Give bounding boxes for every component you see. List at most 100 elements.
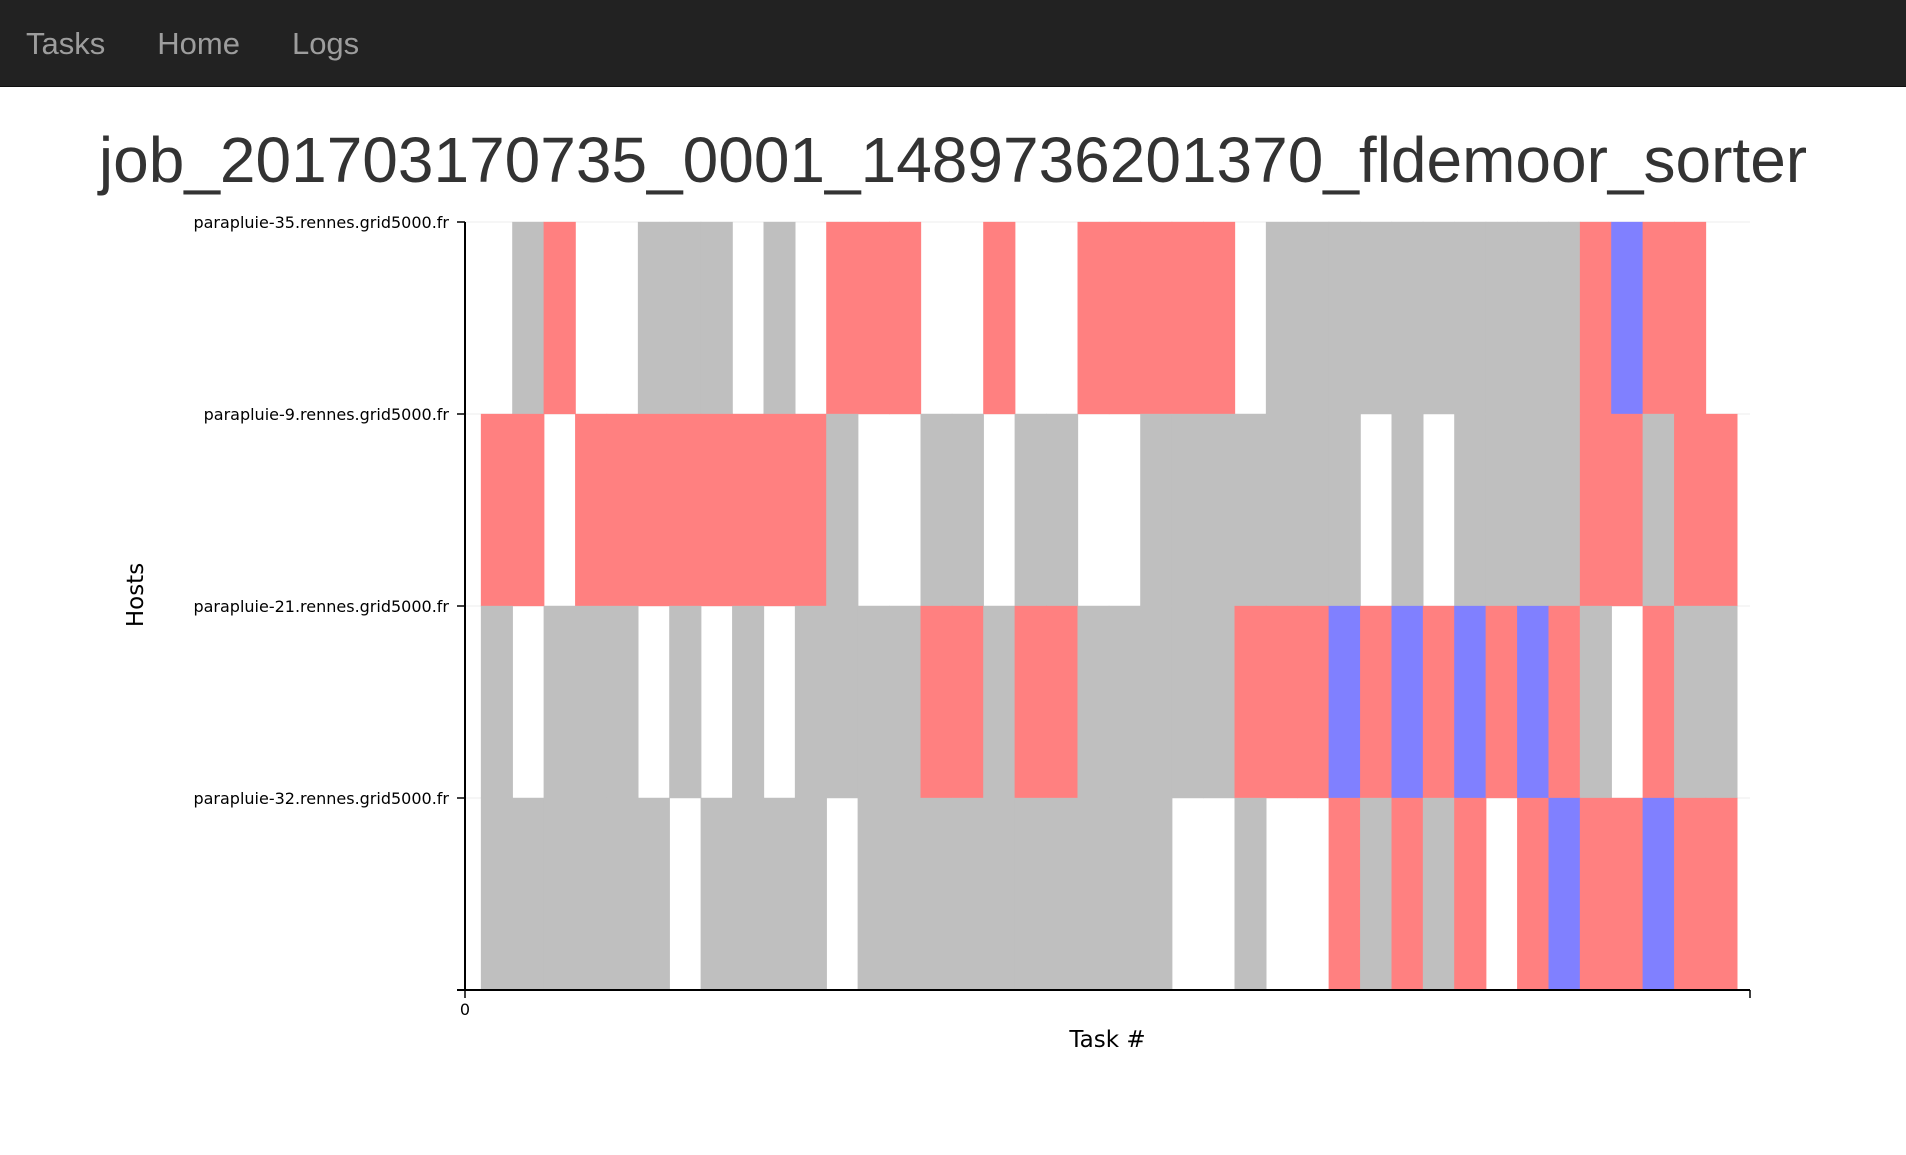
task-cell-gray xyxy=(1171,605,1204,799)
task-cell-gray xyxy=(1077,797,1110,991)
top-navbar: Tasks Home Logs xyxy=(0,0,1906,87)
task-cell-gray xyxy=(1360,221,1393,415)
task-cell-blue xyxy=(1328,605,1361,799)
nav-item-tasks[interactable]: Tasks xyxy=(26,26,106,61)
task-cell-gray xyxy=(857,605,890,799)
y-tick-label: parapluie-21.rennes.grid5000.fr xyxy=(193,597,449,616)
task-cell-gray xyxy=(512,797,545,991)
task-cell-red xyxy=(1548,605,1581,799)
task-cell-gray xyxy=(1674,605,1707,799)
task-cell-gray xyxy=(637,221,670,415)
task-cell-gray xyxy=(1391,221,1424,415)
task-cell-red xyxy=(1485,605,1518,799)
task-cell-gray xyxy=(480,605,513,799)
task-cell-blue xyxy=(1517,605,1550,799)
task-cell-red xyxy=(1579,413,1612,607)
task-cell-gray xyxy=(1360,797,1393,991)
task-cell-gray xyxy=(920,413,953,607)
task-cell-gray xyxy=(1422,797,1455,991)
task-cell-gray xyxy=(1171,413,1204,607)
task-cell-blue xyxy=(1391,605,1424,799)
task-cell-red xyxy=(794,413,827,607)
task-cell-gray xyxy=(1014,413,1047,607)
task-cell-gray xyxy=(1265,221,1298,415)
task-cell-gray xyxy=(1234,413,1267,607)
task-cell-gray xyxy=(732,605,765,799)
task-cell-gray xyxy=(983,605,1016,799)
x-axis-title: Task # xyxy=(1068,1027,1145,1053)
task-cell-red xyxy=(1454,797,1487,991)
task-cell-gray xyxy=(1234,797,1267,991)
task-cell-gray xyxy=(637,797,670,991)
task-cell-red xyxy=(1642,605,1675,799)
task-cell-gray xyxy=(889,605,922,799)
task-cell-gray xyxy=(1517,221,1550,415)
task-cell-blue xyxy=(1548,797,1581,991)
task-cell-red xyxy=(1108,221,1141,415)
task-cell-gray xyxy=(1548,221,1581,415)
task-cell-red xyxy=(1297,605,1330,799)
task-cell-red xyxy=(1234,605,1267,799)
x-tick-label: 0 xyxy=(460,1000,470,1019)
task-cell-red xyxy=(1140,221,1173,415)
task-cell-red xyxy=(1171,221,1204,415)
task-cell-gray xyxy=(1485,221,1518,415)
task-cell-gray xyxy=(700,797,733,991)
task-cell-gray xyxy=(1642,413,1675,607)
task-cell-blue xyxy=(1611,221,1644,415)
task-cell-red xyxy=(1705,797,1738,991)
nav-item-logs[interactable]: Logs xyxy=(291,26,360,61)
task-cell-gray xyxy=(1140,413,1173,607)
task-cell-red xyxy=(512,413,545,607)
task-cell-red xyxy=(606,413,639,607)
task-cell-gray xyxy=(1203,605,1236,799)
task-cell-red xyxy=(1077,221,1110,415)
task-cell-red xyxy=(1642,221,1675,415)
task-cell-gray xyxy=(1517,413,1550,607)
task-cell-gray xyxy=(1014,797,1047,991)
task-cell-red xyxy=(669,413,702,607)
task-cell-red xyxy=(1579,797,1612,991)
task-cell-gray xyxy=(1077,605,1110,799)
nav-item-home[interactable]: Home xyxy=(157,26,240,61)
task-cell-red xyxy=(1517,797,1550,991)
task-cell-gray xyxy=(889,797,922,991)
task-cell-gray xyxy=(1108,605,1141,799)
y-tick-label: parapluie-35.rennes.grid5000.fr xyxy=(193,213,449,232)
y-tick-label: parapluie-9.rennes.grid5000.fr xyxy=(204,405,450,424)
task-cell-gray xyxy=(543,797,576,991)
task-cell-blue xyxy=(1454,605,1487,799)
task-cell-red xyxy=(1203,221,1236,415)
task-cell-red xyxy=(826,221,859,415)
task-cell-gray xyxy=(826,413,859,607)
y-tick-label: parapluie-32.rennes.grid5000.fr xyxy=(193,789,449,808)
task-cell-red xyxy=(1014,605,1047,799)
task-cell-gray xyxy=(1140,797,1173,991)
task-cell-red xyxy=(480,413,513,607)
task-cell-gray xyxy=(1548,413,1581,607)
task-cell-gray xyxy=(480,797,513,991)
task-cell-gray xyxy=(983,797,1016,991)
task-cell-gray xyxy=(1203,413,1236,607)
task-cell-gray xyxy=(920,797,953,991)
task-cell-red xyxy=(575,413,608,607)
task-cell-red xyxy=(637,413,670,607)
task-cell-red xyxy=(1705,413,1738,607)
task-cell-gray xyxy=(669,605,702,799)
task-cell-gray xyxy=(1454,221,1487,415)
task-cell-red xyxy=(857,221,890,415)
task-cell-gray xyxy=(1705,605,1738,799)
task-cell-gray xyxy=(669,221,702,415)
task-cell-gray xyxy=(857,797,890,991)
task-cells xyxy=(480,221,1738,991)
task-cell-gray xyxy=(543,605,576,799)
task-cell-gray xyxy=(1297,413,1330,607)
task-cell-red xyxy=(1579,221,1612,415)
task-cell-red xyxy=(1674,797,1707,991)
task-cell-gray xyxy=(1328,413,1361,607)
task-cell-gray xyxy=(700,221,733,415)
task-cell-red xyxy=(763,413,796,607)
task-cell-gray xyxy=(1046,413,1079,607)
nav-list: Tasks Home Logs xyxy=(0,0,1906,87)
